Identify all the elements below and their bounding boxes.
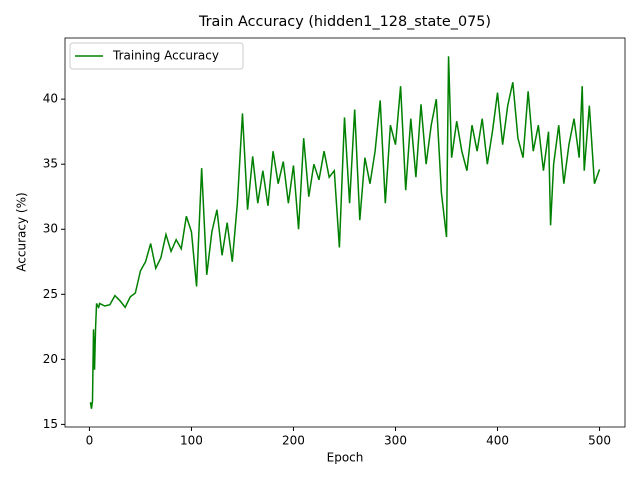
y-tick-label: 35 — [43, 157, 58, 171]
x-tick-label: 400 — [486, 434, 509, 448]
y-tick-label: 30 — [43, 222, 58, 236]
y-tick-label: 20 — [43, 352, 58, 366]
line-series — [89, 56, 601, 409]
x-tick-label: 500 — [588, 434, 611, 448]
x-tick-label: 0 — [86, 434, 94, 448]
x-tick-label: 200 — [282, 434, 305, 448]
y-tick-label: 25 — [43, 287, 58, 301]
plot-frame — [64, 37, 626, 428]
y-tick-label: 15 — [43, 417, 58, 431]
chart-title: Train Accuracy (hidden1_128_state_075) — [198, 14, 491, 30]
y-tick-label: 40 — [43, 92, 58, 106]
legend-label: Training Accuracy — [112, 49, 219, 63]
x-tick-label: 300 — [384, 434, 407, 448]
legend-box — [69, 42, 244, 70]
y-axis-label: Accuracy (%) — [15, 192, 29, 271]
x-tick-label: 100 — [180, 434, 203, 448]
x-axis-label: Epoch — [327, 451, 364, 465]
